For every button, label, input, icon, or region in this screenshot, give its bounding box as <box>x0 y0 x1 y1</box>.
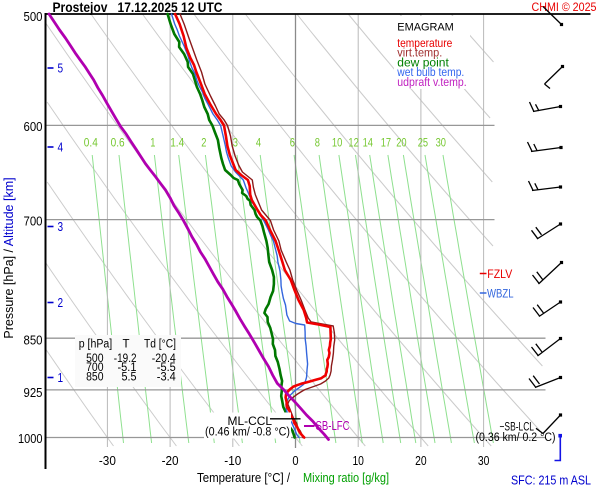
svg-text:-10: -10 <box>224 453 241 468</box>
svg-text:CHMI © 2025: CHMI © 2025 <box>532 0 597 14</box>
svg-text:dew point: dew point <box>397 55 449 69</box>
svg-text:Temperature [°C] /: Temperature [°C] / <box>197 470 290 485</box>
svg-text:temperature: temperature <box>397 36 452 50</box>
svg-text:wet bulb temp.: wet bulb temp. <box>396 65 464 79</box>
svg-text:850: 850 <box>86 371 103 383</box>
svg-text:FZLV: FZLV <box>487 269 512 281</box>
svg-text:1: 1 <box>150 136 155 150</box>
svg-text:500: 500 <box>86 353 103 365</box>
svg-text:925: 925 <box>24 385 43 400</box>
svg-text:Pressure [hPa] / Altitude [k: Pressure [hPa] / Altitude [km] <box>2 177 16 338</box>
svg-text:850: 850 <box>24 333 43 348</box>
svg-text:600: 600 <box>24 119 43 134</box>
svg-text:0: 0 <box>292 453 298 468</box>
svg-text:udpraft v.temp.: udpraft v.temp. <box>397 75 466 89</box>
svg-text:-3.4: -3.4 <box>157 371 177 383</box>
svg-text:25: 25 <box>418 136 429 150</box>
svg-text:17.12.2025 12 UTC: 17.12.2025 12 UTC <box>118 0 223 15</box>
svg-text:1.4: 1.4 <box>170 136 184 150</box>
svg-text:ML-CCL: ML-CCL <box>228 416 273 428</box>
svg-text:2: 2 <box>201 136 206 150</box>
svg-text:(0.46 km/ -0.8 °C): (0.46 km/ -0.8 °C) <box>205 426 290 438</box>
svg-text:20: 20 <box>396 136 407 150</box>
svg-text:-5.5: -5.5 <box>157 362 176 374</box>
svg-text:3: 3 <box>233 136 238 150</box>
svg-text:p [hPa]: p [hPa] <box>79 338 113 350</box>
svg-text:-20.4: -20.4 <box>152 353 177 365</box>
svg-text:30: 30 <box>436 136 447 150</box>
svg-text:Mixing ratio [g/kg]: Mixing ratio [g/kg] <box>303 470 389 485</box>
svg-text:12: 12 <box>348 136 359 150</box>
svg-text:SB-LFC: SB-LFC <box>316 419 350 433</box>
svg-text:(0.36 km/ 0.2 °C): (0.36 km/ 0.2 °C) <box>476 432 556 444</box>
svg-text:2: 2 <box>58 296 64 310</box>
svg-text:-19.2: -19.2 <box>114 353 137 365</box>
svg-text:10: 10 <box>332 136 343 150</box>
svg-text:4: 4 <box>58 140 64 154</box>
svg-text:20: 20 <box>415 453 427 468</box>
svg-text:700: 700 <box>24 214 43 229</box>
svg-text:0.4: 0.4 <box>84 136 98 150</box>
svg-text:1000: 1000 <box>18 431 43 446</box>
svg-text:5: 5 <box>58 61 64 75</box>
svg-text:-20: -20 <box>162 453 179 468</box>
svg-text:−SB-LCL: −SB-LCL <box>500 421 535 433</box>
svg-text:Td [°C]: Td [°C] <box>144 338 176 350</box>
svg-text:10: 10 <box>352 453 364 468</box>
svg-text:EMAGRAM: EMAGRAM <box>397 22 454 34</box>
svg-text:T: T <box>122 338 129 350</box>
svg-text:700: 700 <box>86 362 103 374</box>
svg-text:5.5: 5.5 <box>122 371 137 383</box>
svg-text:8: 8 <box>315 136 320 150</box>
svg-text:3: 3 <box>58 220 64 234</box>
svg-text:Prostejov: Prostejov <box>53 0 108 15</box>
svg-text:WBZL: WBZL <box>487 288 514 300</box>
svg-text:SFC: 215 m ASL: SFC: 215 m ASL <box>511 474 591 488</box>
svg-text:-5.1: -5.1 <box>118 362 137 374</box>
svg-text:1: 1 <box>58 371 64 385</box>
svg-text:500: 500 <box>24 9 43 24</box>
svg-text:4: 4 <box>256 136 261 150</box>
svg-text:0.6: 0.6 <box>111 136 125 150</box>
svg-text:-30: -30 <box>99 453 116 468</box>
svg-text:6: 6 <box>290 136 295 150</box>
svg-text:14: 14 <box>363 136 374 150</box>
svg-text:30: 30 <box>478 453 490 468</box>
svg-text:17: 17 <box>381 136 392 150</box>
svg-text:virt.temp.: virt.temp. <box>397 46 442 60</box>
